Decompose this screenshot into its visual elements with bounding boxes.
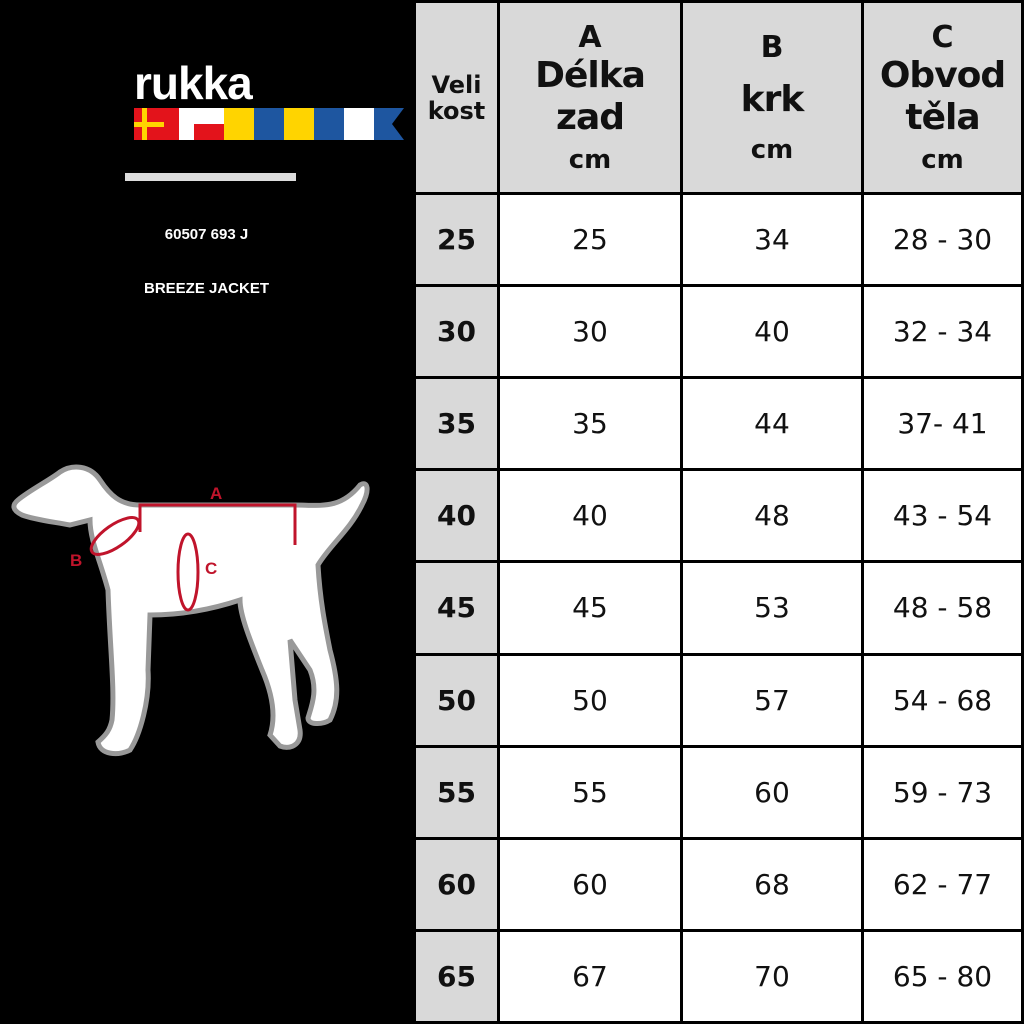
header-name: krk [740,79,805,120]
header-unit: cm [750,135,794,165]
label-b: B [70,551,82,570]
chest-cell: 32 - 34 [861,284,1024,380]
size-cell: 30 [413,284,500,380]
back-length-cell: 55 [497,744,683,840]
back-length-cell: 25 [497,191,683,288]
header-letter: C [931,20,954,55]
header-size: Veli kost [413,0,500,195]
header-size-label: Veli kost [427,70,486,125]
back-length-cell: 67 [497,928,683,1024]
product-name: BREEZE JACKET [143,280,270,297]
header-row: Veli kost A Délka zad cm B krk cm C Obvo… [413,0,1024,195]
size-cell: 40 [413,468,500,564]
neck-cell: 40 [680,284,864,380]
chest-cell: 43 - 54 [861,468,1024,564]
neck-cell: 60 [680,744,864,840]
product-code: 60507 693 J [164,226,249,243]
header-letter: B [760,30,784,65]
size-cell: 60 [413,836,500,932]
table-row: 30 30 40 32 - 34 [413,284,1024,380]
table-row: 50 50 57 54 - 68 [413,652,1024,748]
size-table: Veli kost A Délka zad cm B krk cm C Obvo… [413,0,1024,1024]
header-a: A Délka zad cm [497,0,683,195]
table-row: 45 45 53 48 - 58 [413,560,1024,656]
measure-a-line [138,503,297,545]
size-cell: 25 [413,191,500,288]
neck-cell: 70 [680,928,864,1024]
label-a: A [210,484,222,503]
header-b: B krk cm [680,0,864,195]
back-length-cell: 40 [497,468,683,564]
left-panel: rukka 60507 693 J BREEZE JACKET A B C [0,0,413,1024]
table-row: 40 40 48 43 - 54 [413,468,1024,564]
measure-c-ring [176,532,200,612]
label-c: C [205,559,217,578]
size-cell: 45 [413,560,500,656]
back-length-cell: 35 [497,376,683,472]
chest-cell: 62 - 77 [861,836,1024,932]
back-length-cell: 45 [497,560,683,656]
size-cell: 55 [413,744,500,840]
rukka-logo: rukka [134,57,253,109]
chest-cell: 59 - 73 [861,744,1024,840]
neck-cell: 48 [680,468,864,564]
header-unit: cm [921,145,964,175]
neck-cell: 44 [680,376,864,472]
table-row: 35 35 44 37- 41 [413,376,1024,472]
divider [125,173,296,181]
header-name: Obvod těla [879,55,1006,138]
neck-cell: 34 [680,191,864,288]
table-row: 55 55 60 59 - 73 [413,744,1024,840]
size-cell: 50 [413,652,500,748]
neck-cell: 68 [680,836,864,932]
chest-cell: 54 - 68 [861,652,1024,748]
size-cell: 65 [413,928,500,1024]
header-unit: cm [568,145,612,175]
back-length-cell: 60 [497,836,683,932]
table-row: 60 60 68 62 - 77 [413,836,1024,932]
size-cell: 35 [413,376,500,472]
table-row: 65 67 70 65 - 80 [413,928,1024,1024]
header-c: C Obvod těla cm [861,0,1024,195]
back-length-cell: 50 [497,652,683,748]
chest-cell: 37- 41 [861,376,1024,472]
chest-cell: 65 - 80 [861,928,1024,1024]
back-length-cell: 30 [497,284,683,380]
header-name: Délka zad [535,55,646,138]
header-letter: A [578,20,602,55]
chest-cell: 28 - 30 [861,191,1024,288]
chest-cell: 48 - 58 [861,560,1024,656]
measure-b-ring [89,516,141,556]
table-row: 25 25 34 28 - 30 [413,191,1024,288]
logo-flags [134,108,404,140]
neck-cell: 53 [680,560,864,656]
dog-measurement-diagram: A B C [11,464,370,757]
neck-cell: 57 [680,652,864,748]
